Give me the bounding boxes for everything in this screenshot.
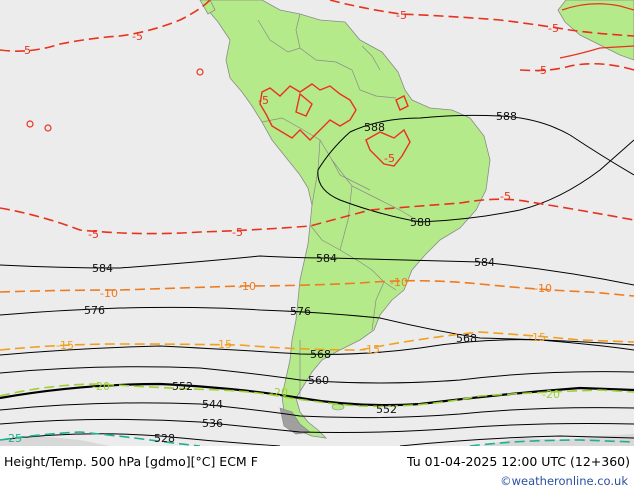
temp-contour-minus5-north: [0, 0, 211, 52]
temp-contour-minus20: [0, 383, 634, 408]
height-contour-588-north: [349, 114, 634, 176]
height-contour-544: [0, 402, 634, 419]
temp-label: -20: [542, 388, 560, 401]
temp-label: -10: [390, 276, 408, 289]
antarctic-edge-west: [0, 436, 110, 446]
valid-time: Tu 01-04-2025 12:00 UTC (12+360): [407, 454, 630, 469]
height-contour-536: [0, 418, 634, 433]
height-label: 568: [456, 332, 477, 345]
height-contour-584: [0, 255, 634, 286]
height-label: 576: [84, 304, 105, 317]
height-label: 560: [308, 374, 329, 387]
temp-contour-minus10: [0, 279, 634, 297]
temp-label: -5: [384, 152, 395, 165]
temp-label: -5: [132, 30, 143, 43]
temperature-contours: [0, 0, 634, 447]
footer-bar: [0, 446, 634, 490]
height-label: 576: [290, 305, 311, 318]
africa-temp-pockets: [559, 3, 634, 59]
africa-landmass: [557, 0, 634, 61]
amazon-temp-pockets: [259, 83, 411, 167]
height-label: 536: [202, 417, 223, 430]
temp-label: -5: [548, 22, 559, 35]
height-label: 528: [154, 432, 175, 445]
map-title: Height/Temp. 500 hPa [gdmo][°C] ECM F: [4, 454, 258, 469]
temp-label: -15: [56, 339, 74, 352]
temp-label: -5: [232, 226, 243, 239]
height-label: 552: [172, 380, 193, 393]
height-label: 588: [364, 121, 385, 134]
height-label: 552: [376, 403, 397, 416]
height-label: 584: [316, 252, 337, 265]
height-contour-528-east: [399, 435, 634, 447]
temp-label: -5: [396, 9, 407, 22]
temp-label: -5: [88, 228, 99, 241]
height-contour-568: [0, 339, 634, 356]
temp-label: -5: [500, 190, 511, 203]
temp-label: -10: [100, 287, 118, 300]
small-islands: [26, 68, 204, 132]
height-contour-560: [0, 366, 634, 384]
temp-contour-minus25: [0, 431, 201, 447]
temp-label: -5: [20, 44, 31, 57]
temp-label: -10: [238, 280, 256, 293]
temp-contour-minus5-east: [519, 62, 634, 72]
temp-label: -20: [270, 386, 288, 399]
credit-link[interactable]: ©weatheronline.co.uk: [500, 474, 628, 488]
height-label: 584: [474, 256, 495, 269]
height-label: 588: [496, 110, 517, 123]
temp-contour-minus15: [0, 331, 634, 351]
temp-label: -15: [214, 338, 232, 351]
height-contour-576: [0, 306, 634, 346]
height-labels: 588 588 588 584 584 584 576 576 568 568 …: [84, 110, 517, 445]
height-contour-528: [0, 433, 281, 447]
temp-label: -5: [258, 94, 269, 107]
height-label: 584: [92, 262, 113, 275]
central-america-landmass: [199, 0, 216, 15]
temp-label: -10: [534, 282, 552, 295]
height-contour-552: [0, 382, 634, 407]
height-label: 544: [202, 398, 223, 411]
height-label: 568: [310, 348, 331, 361]
temp-label: -15: [528, 331, 546, 344]
height-label: 588: [410, 216, 431, 229]
temperature-labels: -5 -5 -5 -5 -5 -5 -5 -5 -5 -5 -10 -10 -1…: [4, 9, 560, 445]
temp-label: -20: [92, 380, 110, 393]
temp-label: -25: [4, 432, 22, 445]
temp-label: -5: [536, 64, 547, 77]
temp-contour-minus5-ne: [329, 0, 634, 37]
temp-contour-minus5-south: [0, 198, 634, 235]
temp-contour-minus25-east: [469, 439, 634, 447]
temp-label: -15: [362, 343, 380, 356]
